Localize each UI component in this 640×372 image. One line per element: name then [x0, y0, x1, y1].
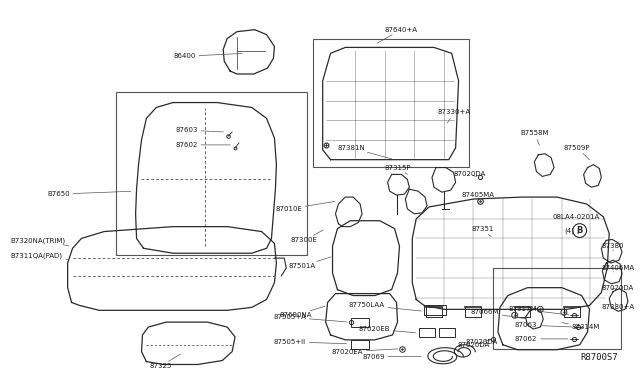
Text: B: B — [577, 226, 583, 235]
Text: (4): (4) — [564, 227, 579, 234]
Text: 87325: 87325 — [149, 354, 180, 369]
Text: 87010E: 87010E — [275, 202, 335, 212]
Text: 87602: 87602 — [175, 142, 230, 148]
Text: 87690NA: 87690NA — [279, 306, 325, 318]
Bar — [313, 39, 469, 167]
Text: 87380: 87380 — [602, 243, 624, 251]
Text: 87020DA: 87020DA — [458, 340, 490, 348]
Text: 87063: 87063 — [515, 322, 572, 328]
Text: 08LA4-0201A: 08LA4-0201A — [552, 214, 599, 224]
Text: 87405MA: 87405MA — [461, 192, 495, 199]
Text: 87380+A: 87380+A — [602, 302, 634, 310]
Text: 87509P: 87509P — [564, 145, 591, 160]
Bar — [439, 328, 454, 337]
Text: 87020DA: 87020DA — [454, 171, 486, 177]
Text: B7558M: B7558M — [520, 130, 549, 145]
Text: 87315P: 87315P — [385, 164, 412, 174]
Text: 87069: 87069 — [362, 354, 421, 360]
Text: 87020DA: 87020DA — [602, 285, 634, 291]
Text: 87750LAA: 87750LAA — [349, 302, 421, 311]
Bar — [493, 268, 621, 349]
Text: 87020DA: 87020DA — [466, 339, 498, 345]
Text: 87300E: 87300E — [291, 230, 323, 243]
Text: 87501A: 87501A — [289, 257, 331, 269]
Text: 87406MA: 87406MA — [602, 265, 634, 272]
Text: 87603: 87603 — [175, 127, 223, 133]
Text: 87351: 87351 — [472, 225, 493, 237]
Text: 87505+A: 87505+A — [273, 314, 346, 322]
Bar — [351, 340, 369, 349]
Text: 86400: 86400 — [173, 53, 242, 59]
Text: 87314M: 87314M — [562, 323, 600, 330]
Text: R8700S7: R8700S7 — [580, 353, 618, 362]
Bar — [419, 328, 435, 337]
Text: B7311QA(PAD): B7311QA(PAD) — [10, 253, 69, 260]
Text: 87505+II: 87505+II — [274, 339, 346, 345]
Text: 87640+A: 87640+A — [378, 27, 418, 43]
Text: 87317M: 87317M — [509, 306, 569, 315]
Text: 87066M: 87066M — [470, 309, 525, 319]
Text: 87020EB: 87020EB — [358, 326, 415, 333]
Text: 87062: 87062 — [515, 336, 568, 342]
Text: B7320NA(TRIM): B7320NA(TRIM) — [10, 237, 69, 246]
Text: B7650: B7650 — [47, 191, 131, 197]
Text: 87381N: 87381N — [337, 145, 392, 159]
Text: 87020EA: 87020EA — [332, 349, 397, 355]
Bar — [116, 92, 307, 255]
Bar — [351, 318, 369, 327]
Bar — [424, 305, 446, 315]
Text: 87330+A: 87330+A — [438, 109, 471, 123]
